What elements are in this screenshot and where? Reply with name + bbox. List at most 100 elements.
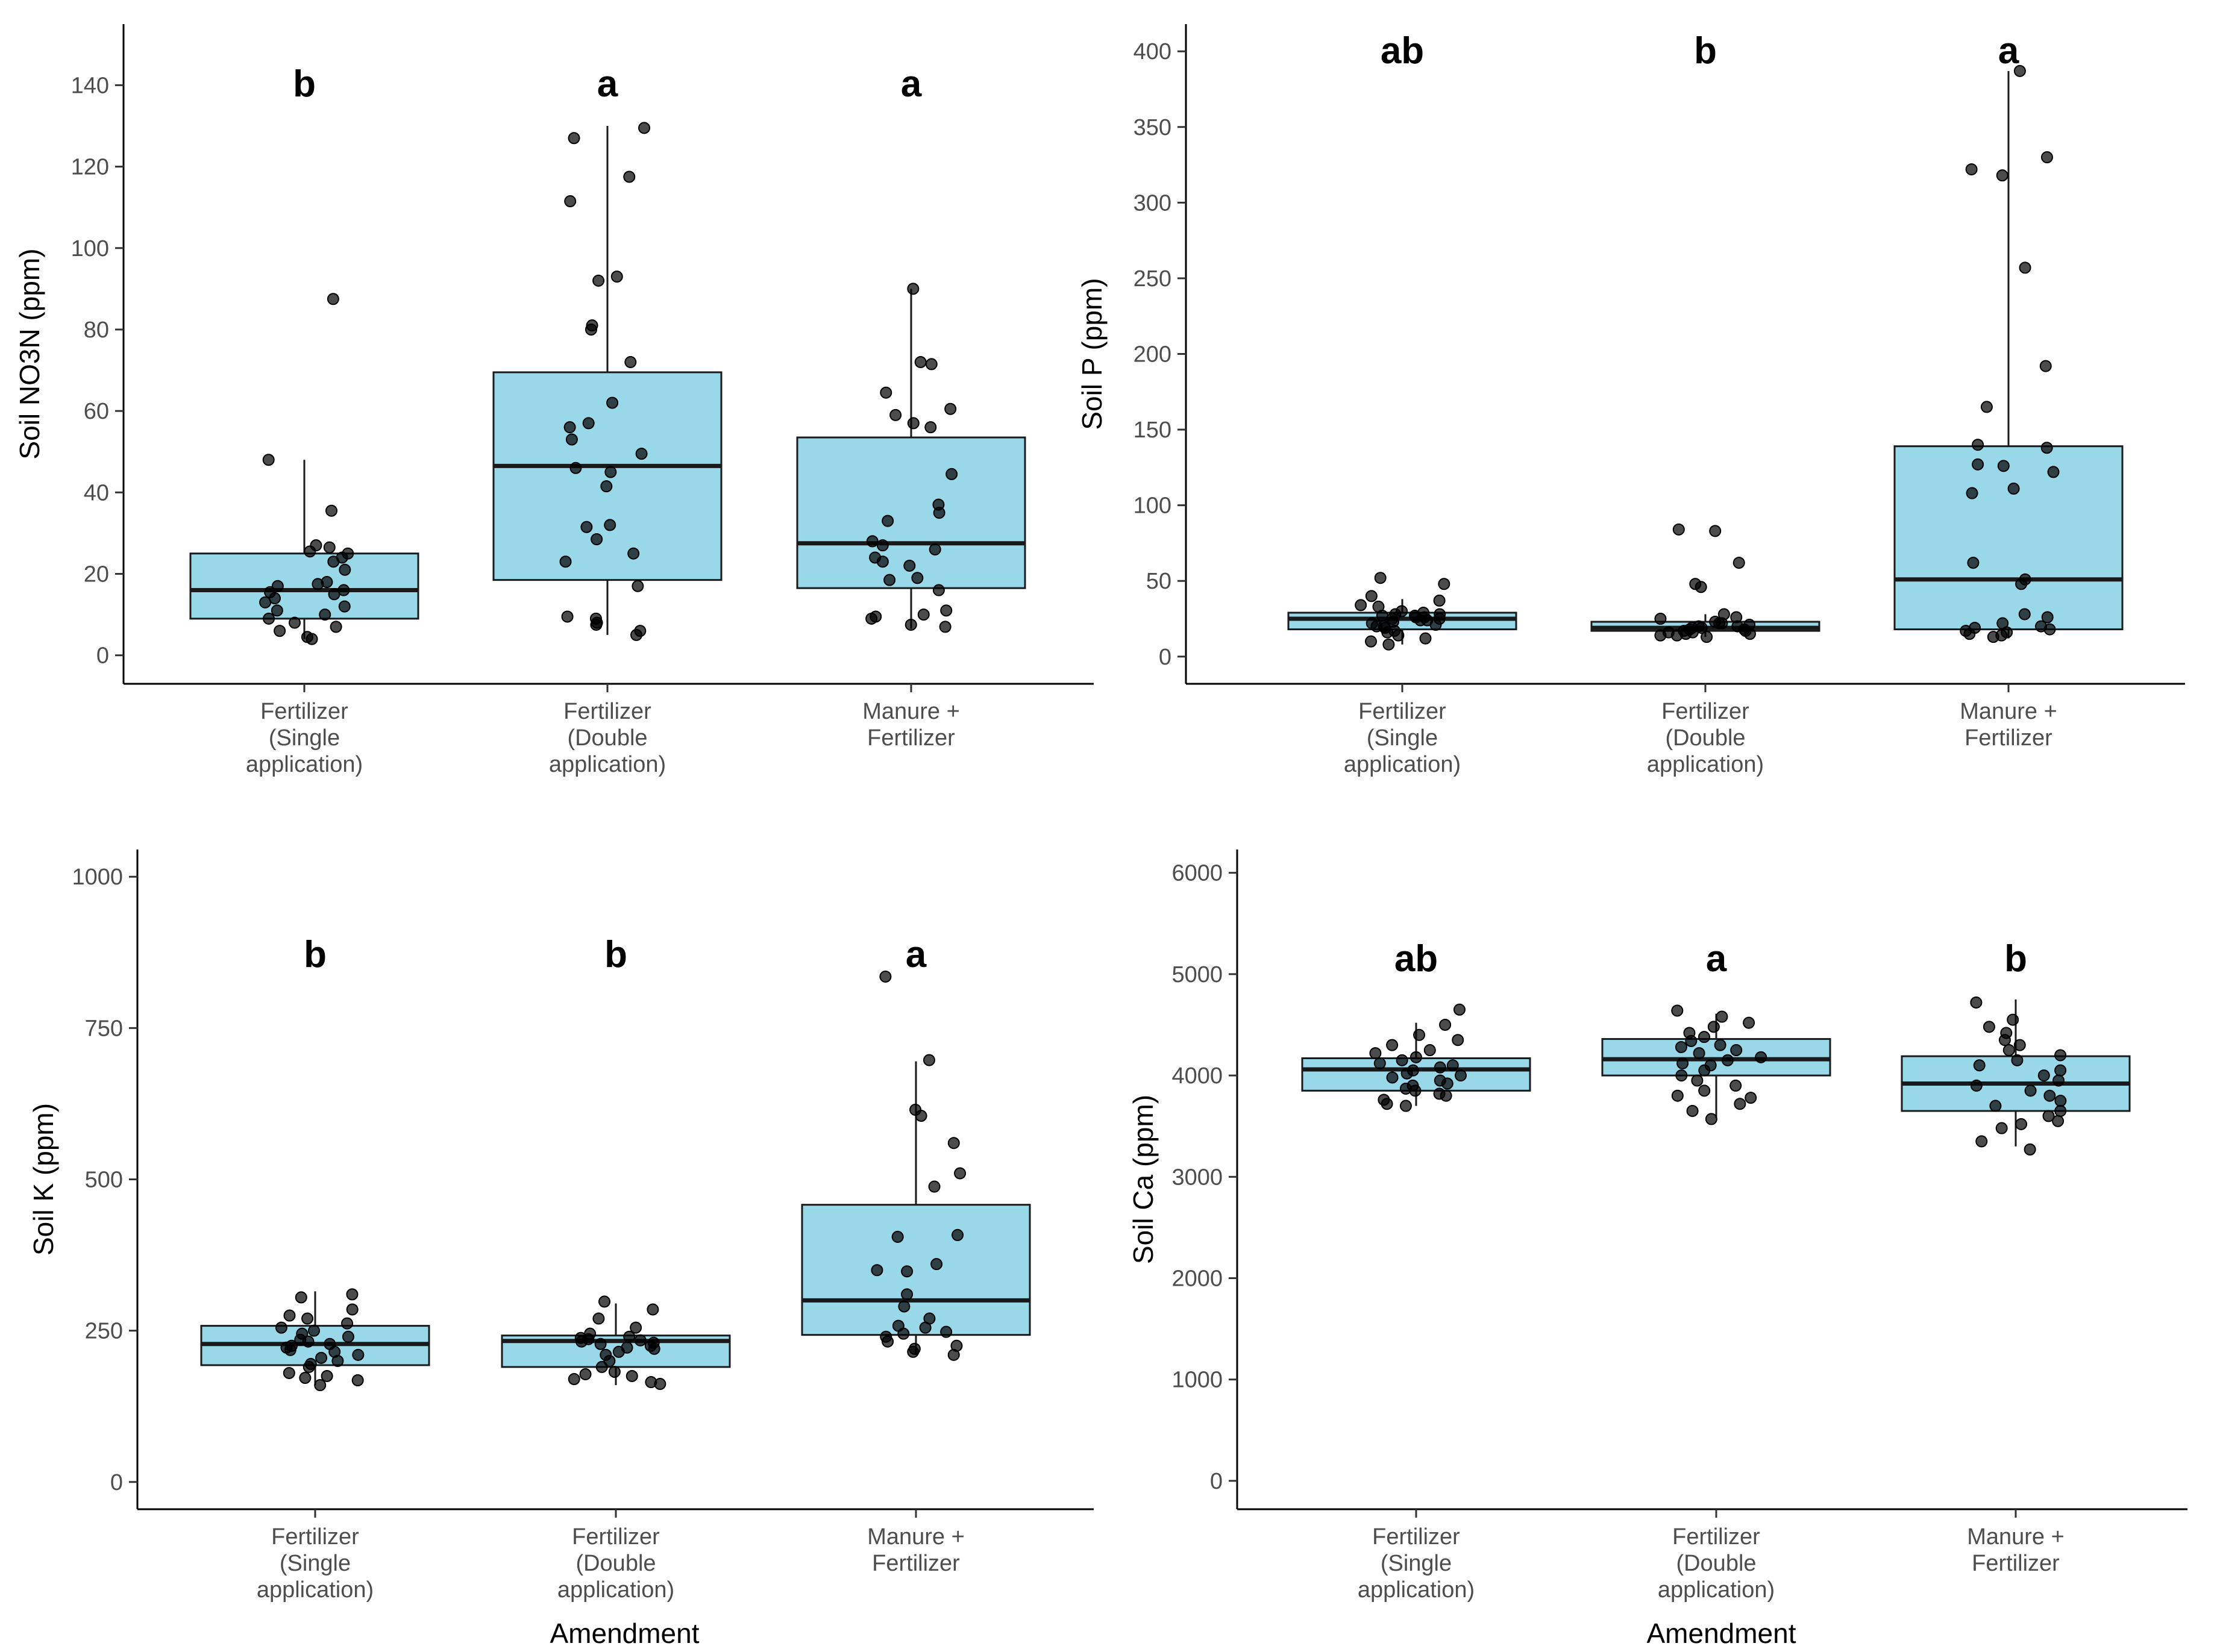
y-tick-label: 100 bbox=[71, 236, 109, 261]
data-point bbox=[2043, 1089, 2056, 1102]
data-point bbox=[327, 293, 339, 305]
data-point bbox=[1734, 1098, 1746, 1110]
x-tick-label-line: Fertilizer bbox=[1964, 725, 2052, 751]
data-point bbox=[612, 1345, 625, 1358]
y-tick-label: 350 bbox=[1134, 115, 1171, 140]
y-tick-label: 20 bbox=[84, 562, 109, 587]
y-tick-label: 0 bbox=[110, 1470, 123, 1495]
data-point bbox=[871, 1264, 883, 1277]
data-point bbox=[610, 271, 623, 283]
y-tick-label: 5000 bbox=[1171, 962, 1223, 987]
data-point bbox=[606, 396, 619, 409]
data-point bbox=[903, 559, 916, 572]
x-tick-label-line: Manure + bbox=[867, 1524, 965, 1550]
significance-letter: b bbox=[604, 934, 627, 975]
data-point bbox=[1989, 1100, 2002, 1112]
data-point bbox=[592, 1312, 605, 1325]
data-point bbox=[897, 1327, 910, 1340]
data-point bbox=[1381, 626, 1394, 639]
data-point bbox=[2015, 1118, 2028, 1130]
data-point bbox=[623, 1330, 636, 1343]
chart-panel-4: 0 1000 2000 3000 4000 5000 6000 Soil Ca (ppm) Am… bbox=[1127, 849, 2187, 1649]
data-point bbox=[1686, 1104, 1699, 1117]
x-tick-label: Manure + Fertilizer bbox=[1960, 699, 2057, 751]
data-point bbox=[2041, 611, 2054, 624]
data-point bbox=[1714, 1039, 1726, 1051]
data-point bbox=[1701, 631, 1713, 643]
data-point bbox=[321, 1369, 333, 1382]
data-point bbox=[940, 1325, 953, 1338]
data-point bbox=[1698, 1084, 1711, 1097]
data-point bbox=[289, 616, 301, 629]
data-point bbox=[1972, 458, 1984, 471]
chart-panel-1: 0 20 40 60 80 100 120 140 Soil NO3N (ppm) Fertili… bbox=[14, 24, 1094, 777]
x-tick-label-line: application) bbox=[1358, 1577, 1475, 1603]
x-tick-label-line: Fertilizer bbox=[1972, 1551, 2060, 1576]
data-point bbox=[634, 1334, 647, 1347]
data-point bbox=[1441, 1077, 1453, 1090]
data-point bbox=[568, 132, 580, 145]
x-tick-label-line: application) bbox=[1647, 752, 1764, 777]
data-point bbox=[2043, 623, 2056, 636]
data-point bbox=[1433, 594, 1446, 607]
data-point bbox=[2013, 64, 2026, 77]
data-point bbox=[2052, 1115, 2065, 1127]
data-point bbox=[608, 1365, 621, 1378]
data-point bbox=[865, 612, 878, 625]
data-point bbox=[575, 1335, 588, 1348]
x-tick-label: Manure + Fertilizer bbox=[862, 699, 960, 751]
x-tick-label-line: Fertilizer bbox=[260, 699, 348, 724]
data-point bbox=[1675, 1069, 1688, 1082]
data-point bbox=[1671, 1004, 1684, 1017]
data-point bbox=[882, 1335, 894, 1348]
data-point bbox=[1967, 557, 1980, 569]
data-point bbox=[866, 535, 879, 548]
data-point bbox=[1369, 1047, 1382, 1060]
data-point bbox=[947, 1137, 960, 1150]
data-point bbox=[284, 1344, 296, 1356]
y-axis-label: Soil NO3N (ppm) bbox=[14, 248, 45, 459]
data-point bbox=[564, 195, 577, 208]
y-tick-label: 40 bbox=[84, 480, 109, 505]
data-point bbox=[275, 1321, 287, 1334]
data-point bbox=[2037, 1069, 2050, 1082]
y-tick-label: 50 bbox=[1146, 569, 1171, 594]
data-point bbox=[914, 356, 927, 369]
data-point bbox=[328, 588, 340, 601]
data-point bbox=[1413, 1028, 1426, 1041]
data-point bbox=[635, 448, 648, 460]
x-tick-label-line: (Single bbox=[280, 1551, 351, 1576]
data-point bbox=[301, 1312, 314, 1325]
data-point bbox=[559, 555, 572, 568]
data-point bbox=[928, 1180, 941, 1193]
data-point bbox=[2042, 1110, 2055, 1122]
data-point bbox=[302, 1335, 315, 1348]
x-tick-label-line: Fertilizer bbox=[1672, 1524, 1760, 1550]
data-point bbox=[1374, 572, 1387, 584]
data-point bbox=[952, 1228, 964, 1241]
data-point bbox=[259, 596, 272, 609]
data-point bbox=[919, 1321, 932, 1334]
y-tick-label: 6000 bbox=[1171, 861, 1223, 886]
data-point bbox=[1975, 1135, 1988, 1148]
data-point bbox=[2002, 1044, 2015, 1057]
data-point bbox=[1446, 1059, 1459, 1072]
data-point bbox=[1970, 1079, 1983, 1092]
data-point bbox=[882, 515, 894, 527]
data-point bbox=[1386, 1039, 1399, 1051]
data-point bbox=[2019, 261, 2031, 274]
data-point bbox=[1709, 525, 1722, 537]
box-iqr bbox=[1287, 612, 1517, 631]
data-point bbox=[591, 533, 603, 546]
data-point bbox=[341, 1317, 354, 1330]
data-point bbox=[1675, 1040, 1687, 1053]
data-point bbox=[632, 580, 644, 592]
data-point bbox=[327, 555, 340, 568]
data-point bbox=[880, 386, 892, 399]
data-point bbox=[929, 543, 941, 555]
data-point bbox=[915, 1110, 927, 1122]
data-point bbox=[283, 1309, 296, 1322]
data-point bbox=[876, 555, 889, 568]
data-point bbox=[917, 609, 930, 621]
data-point bbox=[1355, 599, 1367, 612]
